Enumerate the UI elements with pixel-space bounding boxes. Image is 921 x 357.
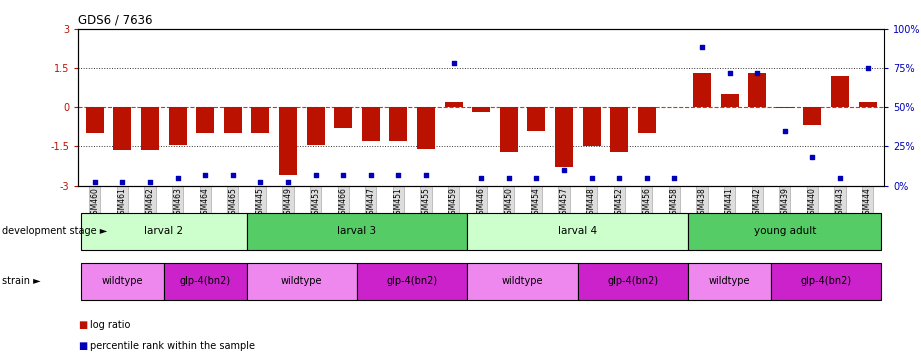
Point bbox=[143, 180, 157, 185]
Point bbox=[391, 172, 406, 177]
Text: larval 3: larval 3 bbox=[337, 226, 377, 236]
Bar bbox=[748, 73, 766, 107]
Point bbox=[639, 175, 654, 181]
Text: strain ►: strain ► bbox=[2, 276, 41, 286]
Bar bbox=[196, 107, 215, 133]
Text: wildtype: wildtype bbox=[281, 276, 322, 286]
FancyBboxPatch shape bbox=[81, 263, 164, 300]
Bar bbox=[224, 107, 242, 133]
Point bbox=[529, 175, 543, 181]
Point bbox=[777, 128, 792, 134]
Bar bbox=[528, 107, 545, 131]
Point bbox=[115, 180, 130, 185]
Bar bbox=[362, 107, 379, 141]
Point bbox=[447, 60, 461, 66]
Bar bbox=[251, 107, 270, 133]
Point bbox=[198, 172, 213, 177]
Point bbox=[170, 175, 185, 181]
Bar bbox=[693, 73, 711, 107]
Point bbox=[336, 172, 351, 177]
Point bbox=[833, 175, 847, 181]
Text: development stage ►: development stage ► bbox=[2, 226, 107, 236]
FancyBboxPatch shape bbox=[468, 213, 688, 250]
FancyBboxPatch shape bbox=[81, 213, 247, 250]
Point bbox=[805, 155, 820, 160]
Point bbox=[309, 172, 323, 177]
Point bbox=[722, 70, 737, 75]
Bar bbox=[555, 107, 573, 167]
FancyBboxPatch shape bbox=[688, 213, 881, 250]
Point bbox=[87, 180, 102, 185]
Bar bbox=[720, 94, 739, 107]
Bar bbox=[472, 107, 490, 112]
Text: wildtype: wildtype bbox=[709, 276, 751, 286]
Bar bbox=[445, 102, 462, 107]
FancyBboxPatch shape bbox=[577, 263, 688, 300]
Point bbox=[364, 172, 379, 177]
Bar bbox=[86, 107, 104, 133]
Bar bbox=[831, 76, 849, 107]
Point bbox=[667, 175, 682, 181]
FancyBboxPatch shape bbox=[164, 263, 247, 300]
FancyBboxPatch shape bbox=[468, 263, 577, 300]
Point bbox=[473, 175, 488, 181]
Bar bbox=[583, 107, 600, 146]
FancyBboxPatch shape bbox=[357, 263, 468, 300]
Bar bbox=[775, 107, 794, 109]
Point bbox=[750, 70, 764, 75]
Point bbox=[419, 172, 434, 177]
Text: log ratio: log ratio bbox=[90, 320, 131, 330]
FancyBboxPatch shape bbox=[247, 213, 468, 250]
Text: glp-4(bn2): glp-4(bn2) bbox=[608, 276, 659, 286]
Point bbox=[281, 180, 296, 185]
Text: glp-4(bn2): glp-4(bn2) bbox=[387, 276, 437, 286]
Bar bbox=[417, 107, 435, 149]
Bar bbox=[390, 107, 407, 141]
Text: young adult: young adult bbox=[753, 226, 816, 236]
Bar bbox=[500, 107, 518, 152]
Point bbox=[556, 167, 571, 173]
Text: ■: ■ bbox=[78, 341, 87, 351]
Point bbox=[501, 175, 516, 181]
Text: glp-4(bn2): glp-4(bn2) bbox=[180, 276, 231, 286]
Text: GDS6 / 7636: GDS6 / 7636 bbox=[78, 13, 153, 26]
Bar bbox=[113, 107, 132, 150]
Bar bbox=[334, 107, 352, 128]
Bar bbox=[858, 102, 877, 107]
Bar bbox=[279, 107, 297, 175]
Point bbox=[253, 180, 268, 185]
Bar bbox=[169, 107, 187, 145]
Bar bbox=[611, 107, 628, 152]
Text: larval 4: larval 4 bbox=[558, 226, 598, 236]
Text: ■: ■ bbox=[78, 320, 87, 330]
Point bbox=[860, 65, 875, 71]
Bar bbox=[307, 107, 324, 145]
FancyBboxPatch shape bbox=[688, 263, 771, 300]
Point bbox=[612, 175, 626, 181]
Bar bbox=[803, 107, 822, 125]
Text: wildtype: wildtype bbox=[502, 276, 543, 286]
Bar bbox=[638, 107, 656, 133]
Point bbox=[226, 172, 240, 177]
Text: glp-4(bn2): glp-4(bn2) bbox=[800, 276, 852, 286]
Text: wildtype: wildtype bbox=[101, 276, 143, 286]
Text: larval 2: larval 2 bbox=[145, 226, 183, 236]
FancyBboxPatch shape bbox=[247, 263, 357, 300]
Point bbox=[694, 45, 709, 50]
Bar bbox=[141, 107, 159, 150]
Point bbox=[584, 175, 599, 181]
FancyBboxPatch shape bbox=[771, 263, 881, 300]
Text: percentile rank within the sample: percentile rank within the sample bbox=[90, 341, 255, 351]
